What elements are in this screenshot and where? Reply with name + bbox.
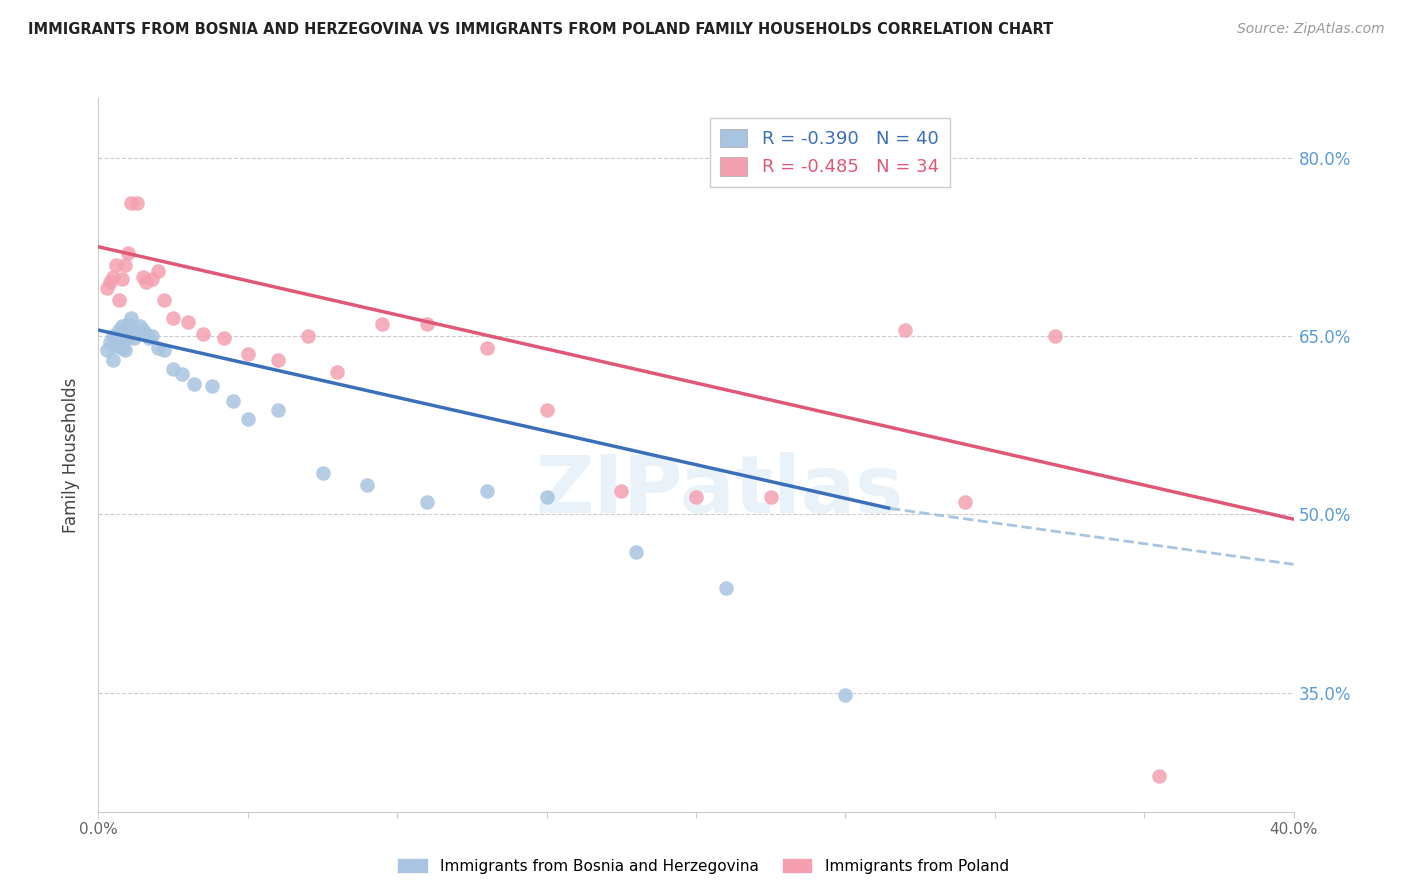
Point: [953, 495, 976, 509]
Point: [191, 326, 214, 341]
Text: Source: ZipAtlas.com: Source: ZipAtlas.com: [1237, 22, 1385, 37]
Point: [153, 293, 176, 308]
Point: [267, 352, 290, 367]
Point: [141, 329, 163, 343]
Point: [132, 269, 155, 284]
Point: [201, 379, 224, 393]
Point: [714, 581, 737, 595]
Point: [108, 293, 131, 308]
Point: [120, 311, 142, 326]
Point: [111, 272, 134, 286]
Point: [114, 329, 136, 343]
Point: [153, 343, 176, 358]
Point: [127, 326, 149, 341]
Point: [536, 402, 558, 417]
Point: [114, 343, 136, 358]
Point: [96, 343, 118, 358]
Point: [114, 258, 136, 272]
Point: [111, 319, 134, 334]
Point: [759, 490, 782, 504]
Point: [141, 272, 163, 286]
Point: [96, 281, 118, 295]
Point: [172, 367, 194, 381]
Point: [132, 323, 155, 337]
Point: [103, 329, 125, 343]
Point: [267, 402, 290, 417]
Point: [1043, 329, 1066, 343]
Point: [326, 365, 349, 379]
Legend: Immigrants from Bosnia and Herzegovina, Immigrants from Poland: Immigrants from Bosnia and Herzegovina, …: [391, 852, 1015, 880]
Point: [135, 276, 157, 290]
Point: [311, 466, 333, 480]
Point: [1147, 769, 1170, 783]
Point: [416, 317, 439, 331]
Point: [108, 323, 131, 337]
Point: [162, 362, 184, 376]
Point: [120, 195, 142, 210]
Point: [162, 311, 184, 326]
Point: [103, 269, 125, 284]
Point: [536, 490, 558, 504]
Point: [416, 495, 439, 509]
Point: [610, 483, 633, 498]
Point: [117, 245, 139, 260]
Point: [236, 412, 259, 426]
Point: [834, 688, 856, 702]
Legend: R = -0.390   N = 40, R = -0.485   N = 34: R = -0.390 N = 40, R = -0.485 N = 34: [710, 118, 950, 187]
Point: [297, 329, 319, 343]
Point: [108, 331, 131, 345]
Text: IMMIGRANTS FROM BOSNIA AND HERZEGOVINA VS IMMIGRANTS FROM POLAND FAMILY HOUSEHOL: IMMIGRANTS FROM BOSNIA AND HERZEGOVINA V…: [28, 22, 1053, 37]
Point: [222, 394, 245, 409]
Point: [148, 341, 170, 355]
Point: [100, 276, 122, 290]
Point: [124, 331, 146, 345]
Point: [105, 338, 128, 352]
Point: [124, 323, 146, 337]
Point: [236, 347, 259, 361]
Point: [148, 263, 170, 277]
Point: [177, 315, 200, 329]
Point: [129, 319, 152, 334]
Point: [183, 376, 205, 391]
Point: [105, 258, 128, 272]
Point: [212, 331, 235, 345]
Point: [138, 331, 160, 345]
Point: [685, 490, 707, 504]
Point: [475, 341, 498, 355]
Point: [626, 545, 648, 559]
Point: [127, 195, 149, 210]
Point: [100, 334, 122, 349]
Point: [117, 331, 139, 345]
Point: [103, 352, 125, 367]
Y-axis label: Family Households: Family Households: [62, 377, 80, 533]
Point: [117, 317, 139, 331]
Point: [105, 331, 128, 345]
Point: [371, 317, 394, 331]
Point: [111, 341, 134, 355]
Text: ZIPatlas: ZIPatlas: [536, 451, 904, 530]
Point: [356, 477, 378, 491]
Point: [475, 483, 498, 498]
Point: [894, 323, 917, 337]
Point: [135, 326, 157, 341]
